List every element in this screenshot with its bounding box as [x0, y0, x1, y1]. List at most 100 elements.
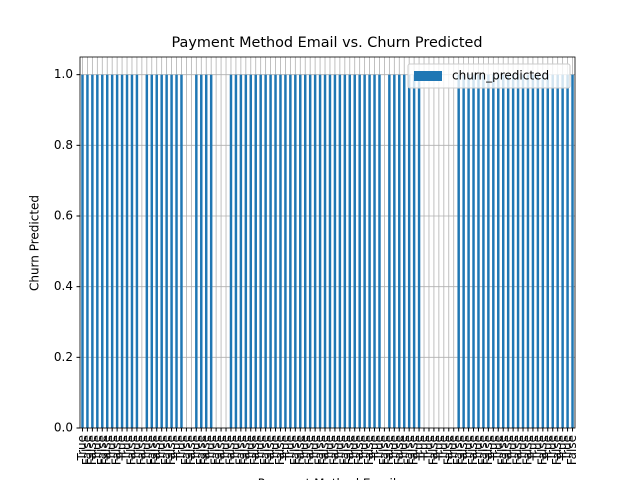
bar	[229, 74, 233, 429]
bar	[115, 74, 119, 429]
x-tick-label: True	[357, 435, 371, 462]
bar	[279, 74, 282, 429]
x-tick-label: False	[238, 435, 252, 465]
x-tick-label: True	[486, 435, 500, 462]
bar	[363, 74, 366, 429]
x-tick-label: False	[501, 435, 515, 465]
x-tick-label: False	[456, 435, 470, 465]
bar	[497, 74, 500, 429]
bar	[101, 74, 104, 429]
x-tick-label: False	[342, 435, 356, 465]
bar	[477, 74, 480, 429]
bar	[348, 74, 352, 429]
bar	[269, 74, 272, 429]
bar	[358, 74, 361, 429]
x-tick-label: True	[189, 435, 203, 462]
x-tick-label: True	[278, 435, 292, 462]
bar	[195, 74, 198, 429]
x-tick-label: True	[219, 435, 233, 462]
x-tick-label: False	[337, 435, 351, 465]
x-tick-label: False	[100, 435, 114, 465]
bar	[561, 74, 564, 429]
x-tick-label: False	[263, 435, 277, 465]
bar	[150, 74, 154, 429]
x-tick-label: False	[318, 435, 332, 465]
y-tick-label: 0.6	[54, 209, 73, 223]
bar	[120, 74, 124, 429]
bar	[308, 74, 312, 429]
x-tick-label: False	[535, 435, 549, 465]
bar	[259, 74, 262, 429]
x-tick-label: True	[387, 435, 401, 462]
x-tick-label: False	[352, 435, 366, 465]
bar	[254, 74, 257, 429]
bar	[368, 74, 371, 429]
x-tick-label: False	[258, 435, 272, 465]
bar	[398, 74, 401, 429]
x-tick-label: True	[243, 435, 257, 462]
x-tick-label: False	[199, 435, 213, 465]
x-tick-label: False	[124, 435, 138, 465]
x-tick-label: False	[273, 435, 287, 465]
x-tick-label: True	[367, 435, 381, 462]
bar	[200, 74, 203, 429]
bar	[318, 74, 322, 429]
x-tick-label: False	[303, 435, 317, 465]
x-tick-label: False	[466, 435, 480, 465]
x-tick-label: False	[565, 435, 579, 465]
x-tick-label: False	[95, 435, 109, 465]
x-tick-label: True	[204, 435, 218, 462]
x-tick-label: False	[550, 435, 564, 465]
bar	[110, 74, 114, 429]
legend-label: churn_predicted	[452, 69, 549, 83]
x-tick-label: False	[451, 435, 465, 465]
x-tick-label: False	[159, 435, 173, 465]
bar	[130, 74, 134, 429]
plot-frame	[79, 56, 576, 429]
x-tick-label: False	[362, 435, 376, 465]
bar	[393, 74, 396, 429]
x-tick-label: True	[516, 435, 530, 462]
bar	[323, 74, 327, 429]
x-tick-label: True	[129, 435, 143, 462]
x-tick-label: False	[327, 435, 341, 465]
x-tick-label: False	[233, 435, 247, 465]
x-tick-label: False	[392, 435, 406, 465]
bar	[472, 74, 475, 429]
x-tick-label: False	[293, 435, 307, 465]
bar	[289, 74, 292, 429]
x-tick-label: True	[436, 435, 450, 462]
bar	[204, 74, 208, 429]
x-tick-label: False	[288, 435, 302, 465]
x-tick-label: False	[248, 435, 262, 465]
bar	[531, 74, 535, 429]
x-tick-label: True	[308, 435, 322, 462]
x-tick-label: True	[397, 435, 411, 462]
x-tick-label: False	[184, 435, 198, 465]
bar	[571, 74, 574, 429]
x-tick-label: True	[154, 435, 168, 462]
bar	[402, 74, 406, 429]
x-tick-label: True	[90, 435, 104, 462]
x-tick-label: False	[511, 435, 525, 465]
x-tick-label: True	[174, 435, 188, 462]
x-tick-label: False	[110, 435, 124, 465]
bar	[378, 74, 381, 429]
bar	[487, 74, 490, 429]
bar	[264, 74, 267, 429]
x-tick-label: False	[85, 435, 99, 465]
bar	[541, 74, 545, 429]
bar	[239, 74, 243, 429]
x-tick-label: False	[496, 435, 510, 465]
bar	[284, 74, 287, 429]
y-tick-label: 0.4	[54, 279, 73, 293]
x-tick-label: True	[298, 435, 312, 462]
x-tick-label: False	[214, 435, 228, 465]
x-tick-label: True	[115, 435, 129, 462]
bar	[165, 74, 168, 429]
bar	[551, 74, 554, 429]
bar	[521, 74, 525, 429]
bar	[516, 74, 520, 429]
x-tick-label: True	[169, 435, 183, 462]
